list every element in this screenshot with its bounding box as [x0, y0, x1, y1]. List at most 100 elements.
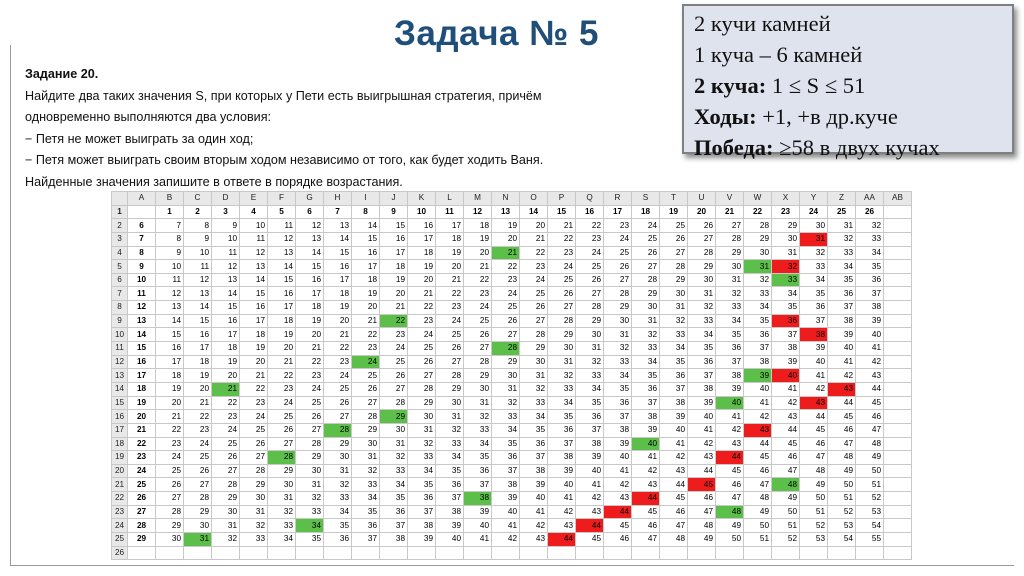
- cell[interactable]: 23: [351, 341, 380, 356]
- cell[interactable]: 31: [295, 477, 324, 493]
- cell[interactable]: 42: [631, 463, 660, 479]
- cell[interactable]: 22: [379, 313, 408, 329]
- cell[interactable]: 44: [575, 518, 604, 534]
- cell[interactable]: 20: [323, 313, 352, 329]
- cell[interactable]: [883, 450, 912, 465]
- cell[interactable]: 46: [687, 491, 716, 506]
- cell[interactable]: 27: [239, 450, 268, 465]
- cell[interactable]: 32: [771, 259, 800, 274]
- cell[interactable]: 8: [127, 245, 156, 261]
- cell[interactable]: 10: [211, 231, 240, 247]
- cell[interactable]: 50: [743, 518, 772, 534]
- cell[interactable]: 44: [855, 381, 884, 397]
- cell[interactable]: 18: [435, 231, 464, 247]
- cell[interactable]: 47: [631, 532, 660, 547]
- cell[interactable]: 28: [295, 436, 324, 452]
- cell[interactable]: [883, 518, 912, 534]
- cell[interactable]: 11: [267, 218, 296, 233]
- cell[interactable]: 30: [351, 436, 380, 452]
- row-header[interactable]: 13: [111, 368, 128, 383]
- cell[interactable]: 36: [407, 491, 436, 506]
- cell[interactable]: 23: [379, 327, 408, 343]
- cell[interactable]: 9: [211, 218, 240, 233]
- cell[interactable]: 50: [827, 477, 856, 493]
- cell[interactable]: 50: [771, 504, 800, 520]
- cell[interactable]: 51: [799, 504, 828, 520]
- cell[interactable]: 33: [463, 422, 492, 438]
- cell[interactable]: 38: [659, 395, 688, 411]
- cell[interactable]: 22: [211, 395, 240, 411]
- cell[interactable]: 29: [295, 450, 324, 465]
- cell[interactable]: 41: [687, 422, 716, 438]
- cell[interactable]: 41: [603, 463, 632, 479]
- cell[interactable]: 18: [379, 259, 408, 274]
- column-header[interactable]: D: [211, 191, 240, 206]
- cell[interactable]: 40: [463, 518, 492, 534]
- cell[interactable]: 39: [687, 395, 716, 411]
- cell[interactable]: 42: [659, 450, 688, 465]
- cell[interactable]: 14: [183, 300, 212, 315]
- cell[interactable]: 42: [491, 532, 520, 547]
- cell[interactable]: 32: [267, 504, 296, 520]
- cell[interactable]: 33: [603, 354, 632, 370]
- cell[interactable]: 8: [183, 218, 212, 233]
- column-header[interactable]: V: [715, 191, 744, 206]
- cell[interactable]: 22: [323, 341, 352, 356]
- cell[interactable]: 32: [547, 368, 576, 383]
- cell[interactable]: 36: [519, 436, 548, 452]
- cell[interactable]: 41: [799, 368, 828, 383]
- cell[interactable]: 41: [463, 532, 492, 547]
- cell[interactable]: 42: [603, 477, 632, 493]
- cell[interactable]: 27: [127, 504, 156, 520]
- cell[interactable]: 21: [183, 395, 212, 411]
- cell[interactable]: 10: [155, 259, 184, 274]
- row-header[interactable]: 17: [111, 422, 128, 438]
- cell[interactable]: 51: [827, 491, 856, 506]
- cell[interactable]: [883, 341, 912, 356]
- cell[interactable]: 33: [323, 491, 352, 506]
- cell[interactable]: 31: [547, 354, 576, 370]
- cell[interactable]: 31: [267, 491, 296, 506]
- cell[interactable]: [855, 545, 884, 561]
- row-header[interactable]: 23: [111, 504, 128, 520]
- cell[interactable]: [267, 545, 296, 561]
- cell[interactable]: 13: [239, 259, 268, 274]
- cell[interactable]: 44: [799, 409, 828, 424]
- cell[interactable]: 25: [547, 272, 576, 288]
- cell[interactable]: 32: [211, 532, 240, 547]
- cell[interactable]: 17: [155, 354, 184, 370]
- cell[interactable]: 22: [519, 245, 548, 261]
- cell[interactable]: 33: [799, 259, 828, 274]
- column-header[interactable]: U: [687, 191, 716, 206]
- cell[interactable]: 39: [715, 381, 744, 397]
- cell[interactable]: 25: [519, 286, 548, 302]
- cell[interactable]: 12: [155, 286, 184, 302]
- cell[interactable]: [883, 491, 912, 506]
- cell[interactable]: 32: [687, 300, 716, 315]
- column-header[interactable]: B: [155, 191, 184, 206]
- cell[interactable]: 27: [295, 422, 324, 438]
- cell[interactable]: 38: [547, 450, 576, 465]
- cell[interactable]: 29: [239, 477, 268, 493]
- cell[interactable]: 17: [295, 286, 324, 302]
- cell[interactable]: 26: [687, 218, 716, 233]
- cell[interactable]: 20: [127, 409, 156, 424]
- cell[interactable]: 45: [659, 491, 688, 506]
- cell[interactable]: 37: [827, 300, 856, 315]
- cell[interactable]: [883, 259, 912, 274]
- column-header[interactable]: AA: [855, 191, 884, 206]
- cell[interactable]: 38: [631, 409, 660, 424]
- cell[interactable]: 18: [183, 354, 212, 370]
- cell[interactable]: 32: [379, 450, 408, 465]
- cell[interactable]: 28: [491, 341, 520, 356]
- cell[interactable]: 28: [687, 245, 716, 261]
- cell[interactable]: 35: [631, 368, 660, 383]
- cell[interactable]: [295, 545, 324, 561]
- cell[interactable]: 36: [799, 300, 828, 315]
- cell[interactable]: 40: [659, 422, 688, 438]
- cell[interactable]: 23: [211, 409, 240, 424]
- cell[interactable]: 39: [435, 518, 464, 534]
- cell[interactable]: 43: [799, 395, 828, 411]
- cell[interactable]: 37: [771, 327, 800, 343]
- cell[interactable]: 45: [715, 463, 744, 479]
